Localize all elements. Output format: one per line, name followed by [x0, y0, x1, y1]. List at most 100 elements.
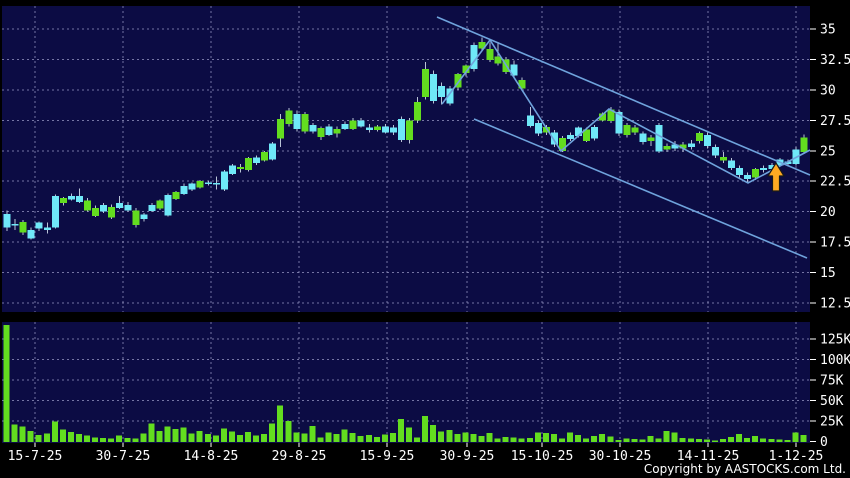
volume-bar — [277, 405, 284, 442]
candle-body — [108, 206, 116, 218]
volume-bar — [100, 438, 107, 442]
candle-body — [414, 102, 422, 121]
volume-bar — [679, 437, 686, 442]
volume-bar — [365, 434, 372, 442]
candle-body — [236, 167, 244, 170]
candle-body — [583, 129, 591, 142]
candle-body — [663, 145, 671, 150]
volume-pane — [2, 322, 810, 443]
volume-axis-label: 75K — [820, 374, 844, 389]
buy-signal-up-arrow-icon — [767, 162, 785, 192]
candle-body — [196, 181, 204, 188]
candle-body — [397, 119, 405, 140]
price-axis-label: 22.5 — [820, 175, 850, 190]
volume-bar — [752, 435, 759, 442]
volume-bar — [389, 432, 396, 442]
candle-body — [349, 120, 357, 129]
candle-body — [301, 114, 309, 132]
candle-body — [639, 133, 647, 143]
volume-bar — [212, 435, 219, 442]
candle-body — [486, 49, 494, 61]
candle-body — [631, 127, 639, 133]
candle-body — [703, 134, 711, 146]
date-axis-label: 30-9-25 — [440, 449, 495, 464]
channel-upper-trendline — [436, 16, 811, 176]
volume-bar — [703, 439, 710, 442]
volume-bar — [164, 426, 171, 442]
candle-body — [325, 126, 333, 135]
volume-bar — [784, 439, 791, 442]
volume-bar — [430, 425, 437, 442]
date-axis-label: 15-10-25 — [511, 449, 574, 464]
price-axis-label: 25 — [820, 144, 836, 159]
volume-bar — [719, 439, 726, 442]
candle-body — [204, 182, 212, 184]
candle-body — [100, 204, 108, 212]
candle-body — [550, 132, 558, 145]
candle-body — [406, 120, 413, 140]
volume-bar — [220, 428, 227, 442]
candle-body — [518, 80, 526, 89]
candle-body — [438, 86, 446, 98]
candle-body — [11, 223, 19, 226]
volume-bar — [253, 435, 260, 442]
date-axis-label: 30-10-25 — [589, 449, 652, 464]
volume-bar — [631, 439, 638, 442]
candle-body — [760, 167, 768, 171]
volume-bar — [526, 437, 533, 442]
volume-bar — [607, 436, 614, 442]
volume-bar — [180, 427, 187, 442]
copyright-text: Copyright by AASTOCKS.com Ltd. — [643, 462, 846, 476]
candle-body — [285, 110, 293, 124]
volume-bar — [373, 436, 380, 442]
volume-bar — [470, 434, 477, 442]
volume-bar — [623, 438, 630, 442]
candle-body — [655, 125, 663, 152]
price-axis-label: 20 — [820, 205, 836, 220]
volume-bar — [792, 432, 799, 442]
volume-bar — [510, 437, 517, 442]
candle-body — [261, 151, 269, 161]
candle-body — [542, 127, 550, 133]
candle-body — [51, 195, 59, 228]
candle-body — [687, 143, 695, 148]
volume-bar — [156, 430, 163, 442]
candle-body — [188, 183, 196, 190]
candle-body — [599, 113, 607, 121]
price-axis-label: 15 — [820, 266, 836, 281]
candle-body — [156, 200, 164, 209]
candle-body — [558, 137, 566, 151]
candle-body — [132, 210, 140, 226]
date-axis-label: 30-7-25 — [96, 449, 151, 464]
candle-body — [59, 198, 67, 204]
volume-bar — [454, 434, 461, 442]
volume-bar — [575, 434, 582, 442]
volume-bar — [414, 437, 421, 442]
candle-body — [269, 143, 277, 160]
volume-bar — [422, 416, 429, 442]
volume-bar — [228, 431, 235, 442]
volume-bar — [124, 438, 131, 442]
volume-bar — [188, 433, 195, 442]
candle-body — [35, 222, 43, 229]
candle-body — [228, 165, 236, 174]
date-axis-label: 1-12-25 — [769, 449, 824, 464]
volume-bar — [446, 430, 453, 442]
volume-bar — [108, 438, 115, 442]
volume-axis-label: 125K — [820, 333, 850, 348]
candle-body — [510, 64, 518, 76]
candle-body — [623, 125, 631, 135]
volume-bar — [494, 438, 501, 442]
volume-bar — [502, 436, 509, 442]
volume-bar — [695, 439, 702, 442]
volume-bar — [518, 438, 525, 442]
volume-bar — [800, 434, 807, 442]
volume-bar — [140, 433, 147, 442]
candle-body — [84, 200, 91, 211]
volume-bar — [84, 435, 90, 442]
volume-bar — [744, 437, 751, 442]
volume-bar — [341, 429, 348, 442]
volume-bar — [261, 434, 268, 442]
candle-body — [92, 207, 100, 216]
